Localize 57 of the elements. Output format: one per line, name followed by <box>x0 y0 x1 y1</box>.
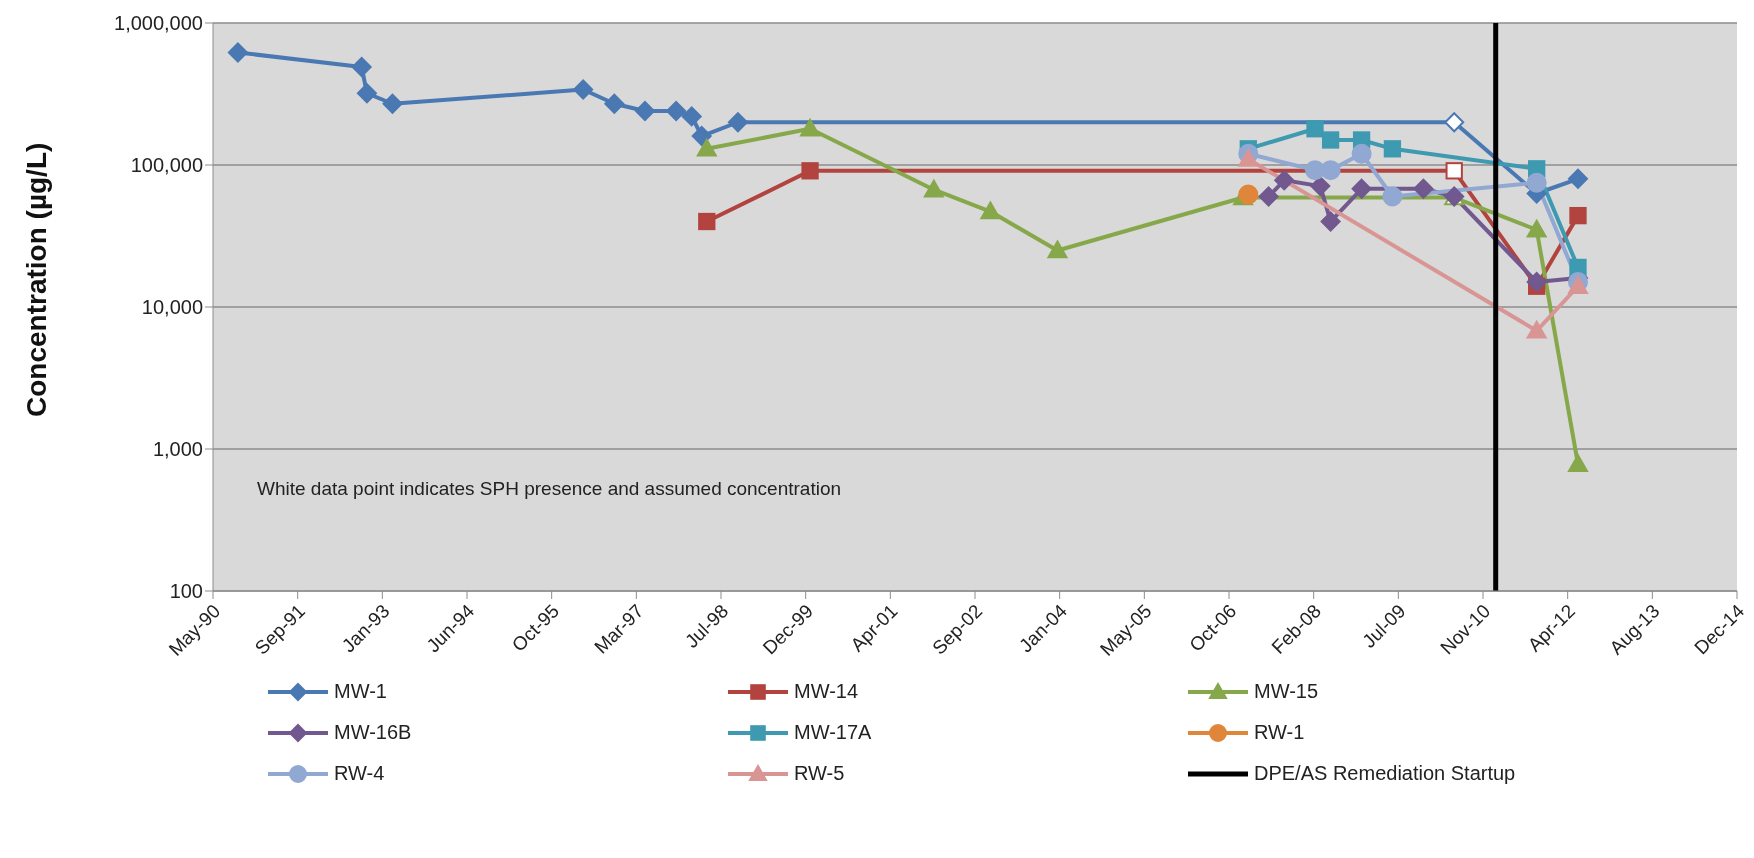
point <box>727 112 748 133</box>
legend-label: MW-16B <box>334 721 412 744</box>
point <box>801 162 819 180</box>
point <box>1310 176 1331 197</box>
legend-label: MW-14 <box>794 680 859 703</box>
legend-label: RW-1 <box>1254 721 1305 744</box>
point <box>1526 272 1547 292</box>
point <box>666 101 687 122</box>
point <box>1258 186 1279 207</box>
point <box>691 126 712 147</box>
point <box>1526 219 1547 238</box>
point <box>1526 172 1547 193</box>
point <box>923 179 944 198</box>
legend-label: RW-5 <box>794 762 845 785</box>
point <box>634 101 655 122</box>
point <box>980 201 1001 220</box>
point <box>1306 120 1324 138</box>
point <box>604 93 625 114</box>
point <box>1382 186 1403 207</box>
point <box>1238 184 1259 205</box>
y-tick-label: 1,000 <box>152 438 203 461</box>
point <box>1321 131 1340 149</box>
point <box>1526 320 1547 339</box>
point <box>1351 178 1372 199</box>
point <box>1445 162 1463 180</box>
point <box>1413 178 1434 199</box>
y-tick-label: 10,000 <box>141 296 203 319</box>
point <box>681 106 702 127</box>
point <box>1383 140 1402 158</box>
point <box>1568 168 1588 189</box>
legend-label: MW-17A <box>794 721 872 744</box>
point <box>356 83 377 104</box>
point <box>800 118 821 137</box>
point <box>1320 160 1341 181</box>
point <box>1274 170 1295 191</box>
annotation: White data point indicates SPH presence and assumed concentration <box>257 478 842 500</box>
point <box>1568 454 1588 473</box>
y-tick-label: 100 <box>169 580 203 603</box>
point <box>227 42 248 63</box>
y-tick-label: 1,000,000 <box>114 12 203 35</box>
legend-label: DPE/AS Remediation Startup <box>1254 762 1516 785</box>
legend-label: MW-1 <box>334 680 387 703</box>
point <box>1047 240 1068 259</box>
point <box>1569 206 1587 225</box>
point <box>1238 149 1259 167</box>
legend-label: MW-15 <box>1254 680 1319 703</box>
point <box>573 79 594 100</box>
point <box>382 93 403 114</box>
point <box>1351 143 1372 164</box>
y-axis-title: Concentration (µg/L) <box>20 142 52 417</box>
legend-label: RW-4 <box>334 762 385 785</box>
y-tick-label: 100,000 <box>130 154 203 177</box>
point <box>1320 211 1341 232</box>
point <box>696 138 717 157</box>
point <box>698 212 716 231</box>
point <box>1444 112 1465 133</box>
point <box>351 56 372 77</box>
